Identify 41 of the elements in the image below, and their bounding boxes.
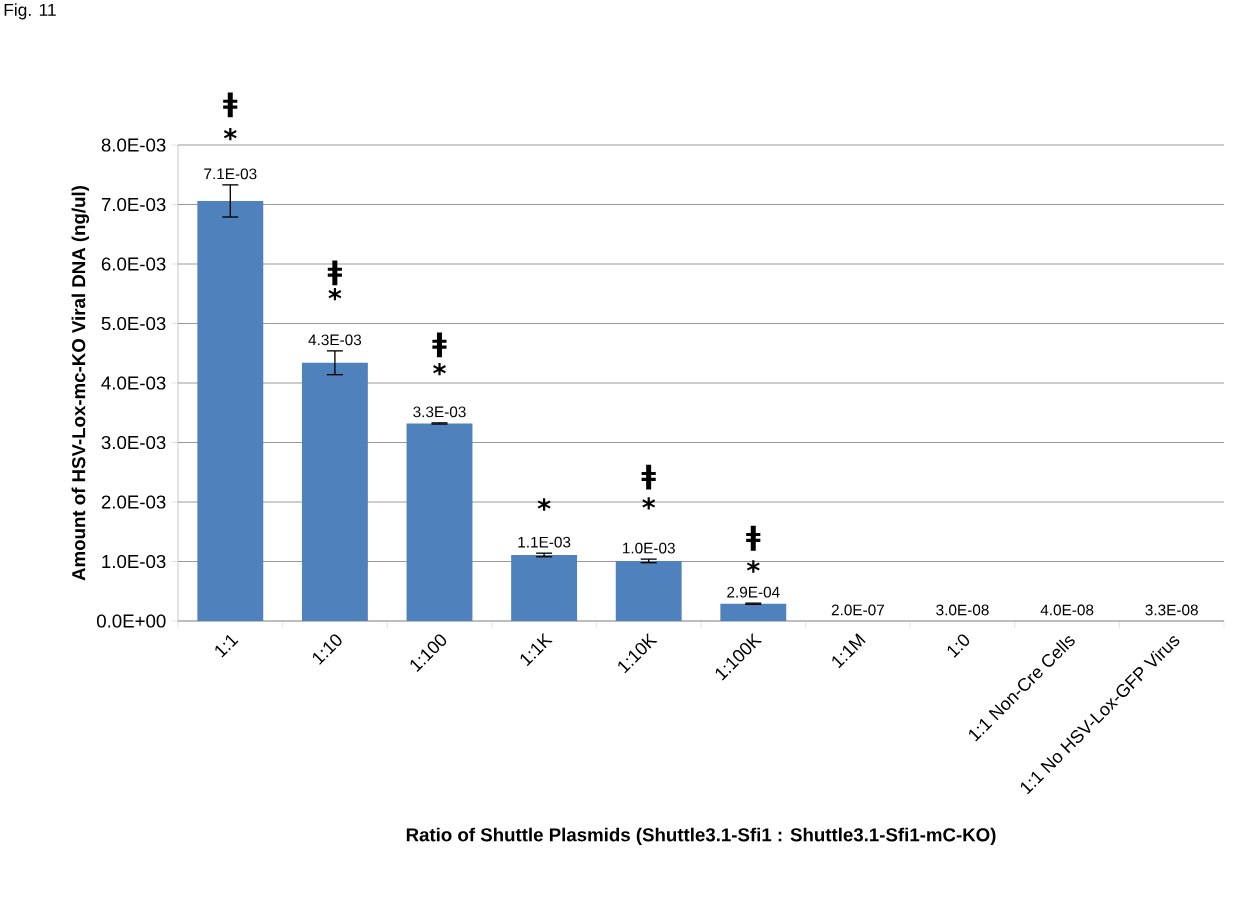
- bar: [197, 200, 264, 621]
- annotation: *: [537, 498, 551, 511]
- caption: Fig. 11: [4, 3, 56, 20]
- annotation: *: [746, 560, 760, 573]
- y-tick-label: 5.0E-03: [101, 316, 166, 331]
- bar: [720, 603, 787, 621]
- y-tick-label: 8.0E-03: [101, 138, 166, 152]
- data-label: 4.3E-03: [308, 334, 362, 346]
- y-tick-label: 7.0E-03: [101, 197, 166, 212]
- annotation: *: [642, 497, 656, 510]
- text: *: [223, 127, 237, 141]
- data-label: 1.1E-03: [518, 536, 571, 548]
- y-tick-label: 3.0E-03: [101, 435, 166, 450]
- data-label: 3.3E-08: [1145, 604, 1198, 616]
- annotation: *: [328, 287, 342, 301]
- y-tick-label: 1.0E-03: [102, 554, 166, 569]
- bar: [511, 554, 578, 621]
- data-label: 2.0E-07: [831, 604, 884, 616]
- annotation: ǂ: [746, 525, 761, 551]
- x-tick-label: 1:0: [947, 634, 970, 658]
- x-axis-title: Ratio of Shuttle Plasmids (Shuttle3.1-Sfi1 : Shuttle3.1-Sfi1-mC-KO): [406, 827, 996, 846]
- bar: [301, 362, 368, 621]
- bar: [406, 423, 473, 621]
- y-tick-label: 0.0E+00: [96, 614, 166, 628]
- y-tick-label: 4.0E-03: [101, 376, 166, 390]
- data-label: 3.3E-03: [413, 406, 466, 418]
- annotation: ǂ: [327, 260, 342, 286]
- data-label: 2.9E-04: [727, 586, 780, 598]
- y-tick-label: 6.0E-03: [101, 257, 166, 271]
- x-tick-label: 1:1: [215, 634, 239, 658]
- annotation: *: [433, 362, 446, 376]
- y-tick-label: 2.0E-03: [101, 495, 166, 509]
- y-axis-title: Amount of HSV-Lox-mc-KO Viral DNA (ng/ul): [71, 186, 90, 581]
- bar: [615, 560, 682, 621]
- data-label: 3.0E-08: [936, 604, 989, 616]
- data-label: 4.0E-08: [1040, 604, 1094, 616]
- text: ǂ: [223, 92, 238, 118]
- annotation: ǂ: [641, 464, 656, 490]
- data-label: 1.0E-03: [623, 542, 675, 554]
- data-label: 7.1E-03: [204, 168, 257, 180]
- annotation: ǂ: [432, 332, 447, 358]
